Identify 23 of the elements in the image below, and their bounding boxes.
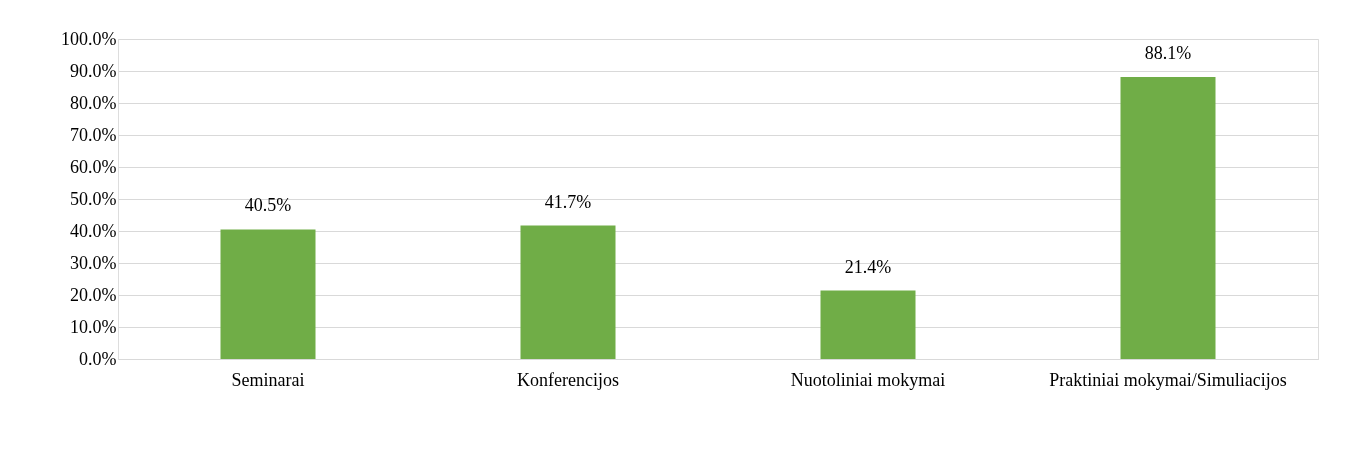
bar <box>520 225 616 359</box>
y-tick-label: 40.0% <box>70 220 117 241</box>
data-label: 40.5% <box>244 195 292 216</box>
y-tick-label: 70.0% <box>70 124 117 145</box>
x-tick-label: Praktiniai mokymai/Simuliacijos <box>1049 369 1287 390</box>
bar <box>220 229 316 359</box>
y-tick-label: 90.0% <box>70 60 117 81</box>
bar <box>1120 77 1216 359</box>
y-tick-label: 80.0% <box>70 92 117 113</box>
x-tick-label: Seminarai <box>231 369 305 390</box>
data-label: 21.4% <box>844 256 892 277</box>
data-label: 41.7% <box>544 191 592 212</box>
bar <box>820 290 916 359</box>
y-tick-label: 20.0% <box>70 284 117 305</box>
y-tick-label: 10.0% <box>70 316 117 337</box>
y-tick-label: 100.0% <box>61 28 117 49</box>
data-label: 88.1% <box>1144 43 1192 64</box>
y-tick-label: 60.0% <box>70 156 117 177</box>
y-tick-label: 0.0% <box>79 348 117 369</box>
x-tick-label: Konferencijos <box>517 369 619 390</box>
y-tick-label: 50.0% <box>70 188 117 209</box>
y-tick-label: 30.0% <box>70 252 117 273</box>
x-tick-label: Nuotoliniai mokymai <box>790 369 946 390</box>
